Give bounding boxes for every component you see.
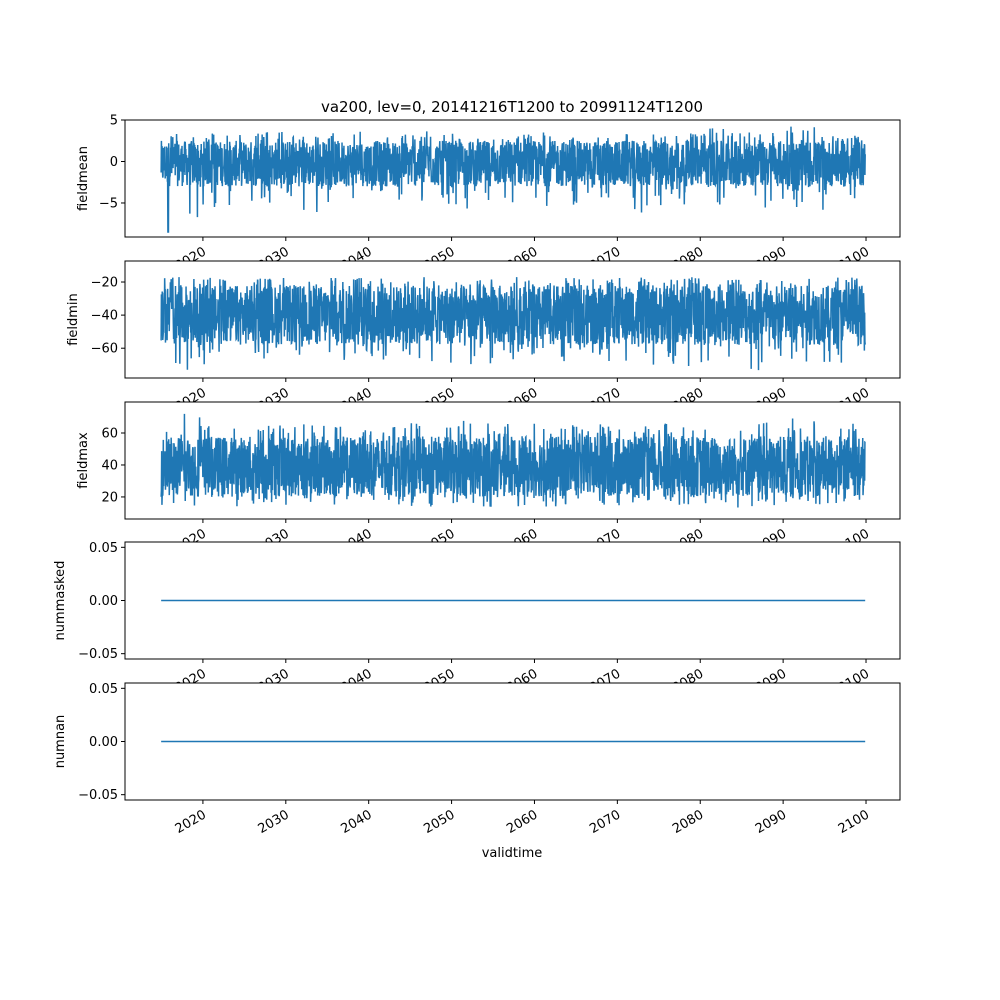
y-tick-label: −20 <box>91 276 118 291</box>
y-tick-label: 0.00 <box>89 594 118 609</box>
series-line-fieldmean <box>160 126 866 233</box>
x-axis-label: validtime <box>482 846 543 861</box>
axes-frame <box>124 119 901 238</box>
axes-frame <box>124 260 901 379</box>
y-axis-label: numnan <box>53 715 68 769</box>
y-axis-label: fieldmean <box>76 146 91 211</box>
y-tick-label: 0.05 <box>89 682 118 697</box>
y-axis-label: fieldmax <box>76 432 91 489</box>
y-tick-label: 0.05 <box>89 541 118 556</box>
y-tick-label: 40 <box>101 458 118 473</box>
axes-frame <box>124 401 901 520</box>
series-line-fieldmin <box>160 277 866 371</box>
y-tick-label: −60 <box>91 342 118 357</box>
y-tick-label: 5 <box>110 114 118 129</box>
y-tick-label: 20 <box>101 490 118 505</box>
y-tick-label: 0 <box>110 155 118 170</box>
y-tick-label: −0.05 <box>78 788 118 803</box>
chart-title: va200, lev=0, 20141216T1200 to 20991124T… <box>321 98 703 116</box>
y-tick-label: 0.00 <box>89 735 118 750</box>
series-line-fieldmax <box>160 413 866 508</box>
y-tick-label: −5 <box>99 196 118 211</box>
y-axis-label: fieldmin <box>66 293 81 346</box>
y-tick-label: 60 <box>101 427 118 442</box>
y-tick-label: −0.05 <box>78 647 118 662</box>
y-tick-label: −40 <box>91 309 118 324</box>
y-axis-label: nummasked <box>53 561 68 641</box>
